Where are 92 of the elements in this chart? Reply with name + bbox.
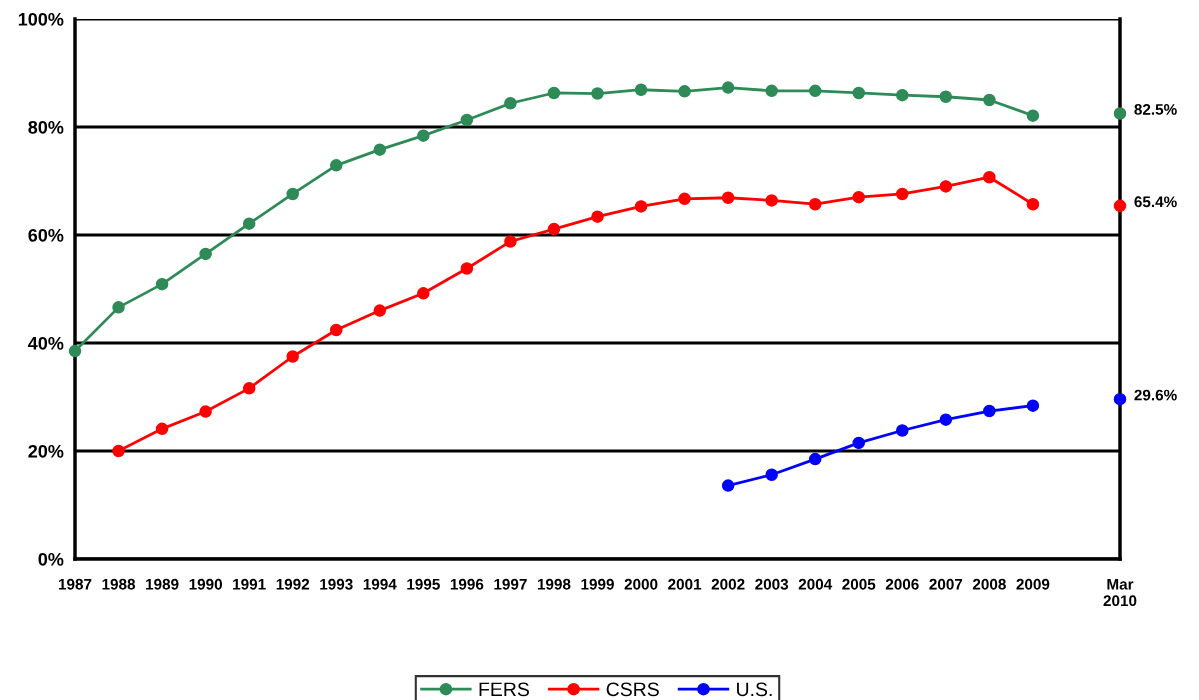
x-tick-label: 1987 bbox=[58, 578, 92, 590]
point bbox=[1026, 197, 1040, 211]
point bbox=[155, 277, 169, 291]
point bbox=[1113, 392, 1127, 406]
y-tick-label: 100% bbox=[18, 12, 64, 26]
point bbox=[460, 113, 474, 127]
point bbox=[939, 180, 953, 193]
point bbox=[721, 479, 735, 492]
point bbox=[504, 235, 517, 248]
point bbox=[896, 88, 909, 102]
point bbox=[808, 452, 822, 466]
point bbox=[155, 422, 169, 436]
point bbox=[417, 287, 430, 300]
point bbox=[852, 436, 866, 450]
point bbox=[1113, 107, 1127, 120]
y-tick-label: 0% bbox=[38, 552, 64, 566]
y-tick-label: 40% bbox=[28, 336, 64, 350]
y-tick-label: 80% bbox=[28, 120, 64, 134]
x-tick-label: 1988 bbox=[102, 578, 136, 590]
point bbox=[591, 210, 604, 223]
point bbox=[852, 86, 866, 100]
x-tick-label: 1992 bbox=[276, 578, 310, 590]
point bbox=[329, 323, 343, 337]
point bbox=[721, 191, 735, 204]
point bbox=[329, 159, 343, 172]
x-tick-label: Mar 2010 bbox=[1103, 579, 1137, 607]
x-tick-label: 1998 bbox=[537, 578, 571, 590]
legend-label: CSRS bbox=[606, 682, 659, 697]
point bbox=[765, 194, 778, 207]
data-label: 65.4% bbox=[1134, 196, 1177, 208]
x-tick-label: 1995 bbox=[407, 578, 440, 590]
legend-label: FERS bbox=[479, 682, 529, 697]
x-tick-label: 2007 bbox=[929, 578, 963, 590]
x-tick-label: 2001 bbox=[668, 578, 702, 590]
point bbox=[547, 86, 561, 100]
point bbox=[765, 84, 778, 98]
point bbox=[460, 262, 474, 275]
point bbox=[852, 190, 866, 204]
point bbox=[765, 468, 778, 482]
point bbox=[504, 96, 517, 110]
point bbox=[1026, 109, 1040, 122]
point bbox=[721, 81, 735, 94]
legend-label: U.S. bbox=[737, 682, 772, 697]
point bbox=[634, 200, 648, 213]
point bbox=[286, 350, 299, 363]
x-tick-label: 1996 bbox=[450, 578, 484, 590]
point bbox=[896, 187, 909, 201]
point bbox=[983, 404, 996, 418]
point bbox=[1026, 399, 1040, 412]
point bbox=[112, 444, 125, 458]
point bbox=[808, 197, 822, 211]
point bbox=[939, 90, 953, 104]
x-tick-label: 2004 bbox=[798, 578, 833, 590]
x-tick-label: 1994 bbox=[363, 578, 397, 590]
point bbox=[983, 93, 996, 107]
x-tick-label: 1989 bbox=[146, 578, 179, 590]
point bbox=[199, 247, 212, 261]
x-tick-label: 2009 bbox=[1016, 578, 1050, 590]
point bbox=[1113, 199, 1127, 213]
x-tick-label: 2002 bbox=[711, 578, 745, 590]
point bbox=[808, 84, 822, 98]
x-tick-label: 1997 bbox=[494, 578, 527, 590]
point bbox=[896, 424, 909, 437]
point bbox=[591, 87, 604, 100]
point bbox=[547, 222, 561, 236]
data-label: 29.6% bbox=[1134, 389, 1177, 401]
y-tick-label: 20% bbox=[28, 444, 64, 458]
x-tick-label: 2003 bbox=[755, 578, 789, 590]
y-tick-label: 60% bbox=[28, 228, 64, 242]
point bbox=[242, 217, 256, 230]
point bbox=[373, 143, 387, 156]
point bbox=[242, 382, 256, 395]
point bbox=[939, 413, 953, 426]
x-tick-label: 2005 bbox=[842, 578, 876, 590]
point bbox=[68, 344, 82, 358]
point bbox=[112, 301, 125, 314]
point bbox=[417, 129, 430, 142]
x-tick-label: 1990 bbox=[189, 578, 222, 590]
point bbox=[373, 304, 387, 317]
x-tick-label: 1993 bbox=[320, 578, 353, 590]
point bbox=[983, 170, 996, 184]
x-tick-label: 2006 bbox=[885, 578, 919, 590]
point bbox=[634, 83, 648, 96]
point bbox=[678, 85, 691, 98]
data-label: 82.5% bbox=[1134, 104, 1177, 115]
point bbox=[678, 192, 691, 206]
x-tick-label: 1991 bbox=[233, 578, 266, 590]
point bbox=[286, 187, 299, 201]
x-tick-label: 2000 bbox=[624, 578, 658, 590]
point bbox=[199, 405, 212, 418]
x-tick-label: 2008 bbox=[972, 578, 1006, 590]
x-tick-label: 1999 bbox=[581, 578, 614, 590]
